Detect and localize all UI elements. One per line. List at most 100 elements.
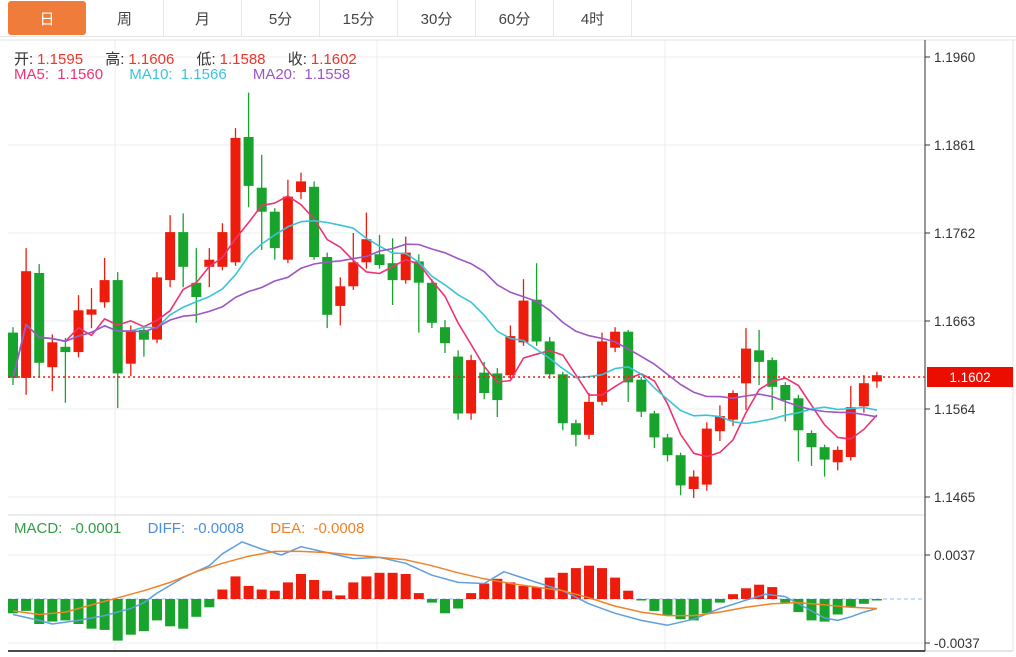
candle-body — [191, 282, 202, 297]
candle-body — [845, 407, 856, 457]
macd-bar — [819, 599, 830, 622]
open-label: 开: — [14, 51, 34, 68]
macd-bar — [871, 599, 882, 601]
macd-bar — [453, 599, 464, 609]
macd-bar — [335, 595, 346, 599]
candle-body — [479, 372, 490, 393]
macd-bar — [387, 572, 398, 599]
macd-bar — [780, 599, 791, 603]
low-value: 1.1588 — [219, 51, 266, 68]
candle-body — [714, 416, 725, 432]
macd-bar — [152, 599, 162, 621]
candle-body — [243, 137, 254, 186]
macd-bar — [858, 599, 869, 604]
candle-body — [793, 398, 804, 431]
macd-bar — [138, 599, 149, 632]
high-value: 1.1606 — [128, 51, 175, 68]
tab-60min[interactable]: 60分 — [476, 0, 554, 36]
candle-body — [871, 375, 882, 382]
macd-bar — [714, 599, 725, 603]
candle-body — [86, 309, 97, 315]
candle-body — [309, 186, 320, 257]
macd-bar — [754, 584, 765, 599]
macd-bar — [21, 599, 32, 611]
price-axis-label: 1.1465 — [934, 490, 975, 505]
candle-body — [505, 336, 516, 376]
macd-bar — [165, 599, 176, 627]
macd-bar — [256, 589, 267, 599]
candle-body — [348, 262, 359, 287]
candle-body — [662, 437, 673, 456]
tab-4hour[interactable]: 4时 — [554, 0, 632, 36]
macd-bar — [610, 577, 621, 599]
macd-bar — [557, 572, 568, 599]
macd-bar — [845, 599, 856, 608]
macd-bar — [47, 599, 58, 622]
macd-bar — [86, 599, 97, 629]
macd-bar — [413, 593, 424, 599]
candle-body — [819, 447, 830, 460]
timeframe-tab-bar: 日周月 5分 15分 30分 60分 4时 — [0, 0, 1016, 37]
close-label: 收: — [287, 51, 307, 68]
candle-body — [178, 232, 189, 267]
macd-bar — [374, 572, 385, 599]
macd-bar — [204, 599, 215, 608]
candle-body — [282, 196, 293, 260]
candle-body — [296, 181, 306, 193]
ma10-legend: MA10: 1.1566 — [129, 66, 227, 83]
candle-body — [34, 273, 45, 363]
candle-body — [204, 259, 215, 267]
tab-15min[interactable]: 15分 — [320, 0, 398, 36]
ma-line-ma20 — [12, 243, 878, 418]
macd-bar — [505, 582, 516, 599]
current-price-badge — [927, 367, 1013, 387]
macd-bar — [269, 590, 280, 599]
macd-bar — [531, 587, 542, 599]
tab-month[interactable]: 月 — [164, 0, 242, 36]
macd-row: MACD: -0.0001 DIFF: -0.0008 DEA: -0.0008 — [14, 520, 386, 537]
macd-bar — [728, 594, 738, 599]
tab-week[interactable]: 周 — [86, 0, 164, 36]
candle-body — [649, 413, 660, 438]
price-axis-label: 1.1960 — [934, 50, 975, 65]
tab-30min[interactable]: 30分 — [398, 0, 476, 36]
candle-body — [636, 379, 647, 412]
candle-body — [426, 282, 437, 323]
macd-bar — [191, 599, 202, 617]
macd-bar — [479, 583, 490, 599]
dea-legend: DEA: -0.0008 — [270, 520, 365, 537]
macd-bar — [217, 589, 228, 599]
candle-body — [570, 423, 581, 435]
macd-bar — [73, 599, 84, 624]
candle-body — [440, 327, 450, 344]
macd-bar — [60, 599, 71, 621]
ma-line-ma5 — [12, 195, 878, 458]
macd-bar — [701, 599, 712, 614]
macd-bar — [570, 568, 581, 599]
macd-bar — [8, 599, 18, 614]
macd-bar — [584, 565, 594, 599]
candle-body — [531, 299, 542, 342]
macd-bar — [361, 576, 372, 599]
candle-body — [832, 449, 843, 463]
macd-bar — [688, 599, 699, 621]
price-axis-label: 1.1861 — [934, 138, 975, 153]
ma-row: MA5: 1.1560 MA10: 1.1566 MA20: 1.1558 — [14, 66, 372, 83]
ma5-legend: MA5: 1.1560 — [14, 66, 104, 83]
macd-bar — [793, 599, 804, 613]
candle-body — [99, 280, 110, 303]
candle-body — [361, 239, 372, 263]
tab-day[interactable]: 日 — [8, 1, 86, 35]
tab-5min[interactable]: 5分 — [242, 0, 320, 36]
close-value: 1.1602 — [310, 51, 357, 68]
candle-body — [152, 277, 162, 340]
candle-body — [597, 341, 607, 402]
candle-body — [741, 348, 751, 384]
candle-body — [584, 401, 594, 435]
candle-body — [610, 331, 621, 348]
macd-bar — [492, 578, 503, 599]
macd-bar — [623, 590, 634, 599]
diff-legend: DIFF: -0.0008 — [147, 520, 245, 537]
